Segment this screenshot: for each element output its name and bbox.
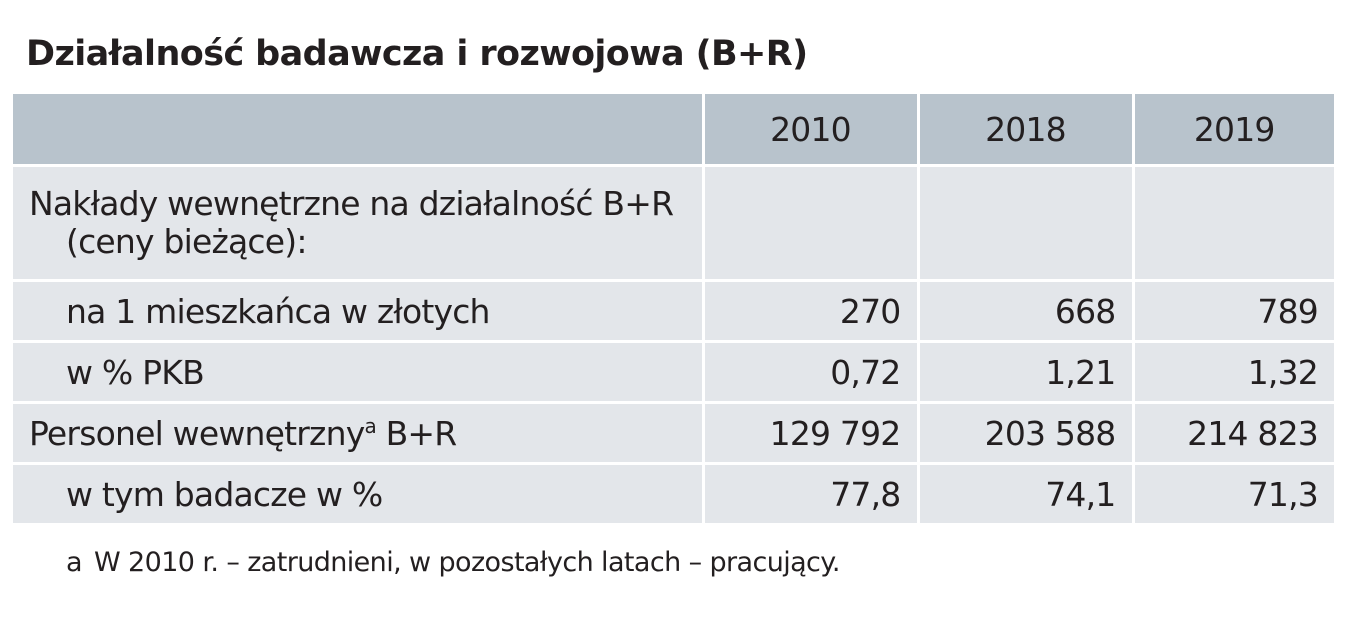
table-row: na 1 mieszkańca w złotych 270 668 789	[13, 280, 1334, 343]
table-cell: 77,8	[701, 463, 918, 523]
table-cell: 0,72	[701, 341, 918, 404]
header-cell-blank	[13, 94, 703, 167]
row-label-per-capita: na 1 mieszkańca w złotych	[13, 280, 703, 343]
row-label-researchers: w tym badacze w %	[13, 463, 703, 523]
row-label-line2: (ceny bieżące):	[66, 222, 307, 261]
footnote-marker: a	[364, 413, 376, 438]
footnote-text: W 2010 r. – zatrudnieni, w pozostałych l…	[93, 547, 840, 578]
table-row: w tym badacze w % 77,8 74,1 71,3	[13, 463, 1334, 523]
row-label-gdp-share: w % PKB	[13, 341, 703, 404]
row-label-line1: Nakłady wewnętrzne na działalność B+R	[29, 184, 674, 223]
header-cell-2010: 2010	[701, 94, 918, 167]
table-cell: 71,3	[1131, 463, 1334, 523]
table-header-row: 2010 2018 2019	[13, 94, 1334, 167]
header-cell-2018: 2018	[916, 94, 1133, 167]
footnote: a W 2010 r. – zatrudnieni, w pozostałych …	[66, 547, 840, 578]
table-row: w % PKB 0,72 1,21 1,32	[13, 341, 1334, 404]
footnote-mark: a	[66, 547, 83, 578]
table-cell: 668	[916, 280, 1133, 343]
header-cell-2019: 2019	[1131, 94, 1334, 167]
table-cell	[701, 165, 918, 282]
table-cell	[1131, 165, 1334, 282]
table-cell: 203 588	[916, 402, 1133, 465]
table-row: Nakłady wewnętrzne na działalność B+R (c…	[13, 165, 1334, 282]
table-cell: 1,21	[916, 341, 1133, 404]
table-cell	[916, 165, 1133, 282]
data-table: 2010 2018 2019 Nakłady wewnętrzne na dzi…	[13, 94, 1334, 523]
table-cell: 789	[1131, 280, 1334, 343]
table-row: Personel wewnętrznya B+R 129 792 203 588…	[13, 402, 1334, 465]
table-cell: 214 823	[1131, 402, 1334, 465]
table-cell: 270	[701, 280, 918, 343]
table-cell: 129 792	[701, 402, 918, 465]
row-label-personnel: Personel wewnętrznya B+R	[13, 402, 703, 465]
table-cell: 1,32	[1131, 341, 1334, 404]
row-label-personnel-text: Personel wewnętrzny	[29, 413, 365, 453]
row-label-personnel-suffix: B+R	[375, 413, 458, 453]
row-label-expenditures: Nakłady wewnętrzne na działalność B+R (c…	[13, 165, 703, 282]
page-title: Działalność badawcza i rozwojowa (B+R)	[26, 34, 808, 74]
table-cell: 74,1	[916, 463, 1133, 523]
